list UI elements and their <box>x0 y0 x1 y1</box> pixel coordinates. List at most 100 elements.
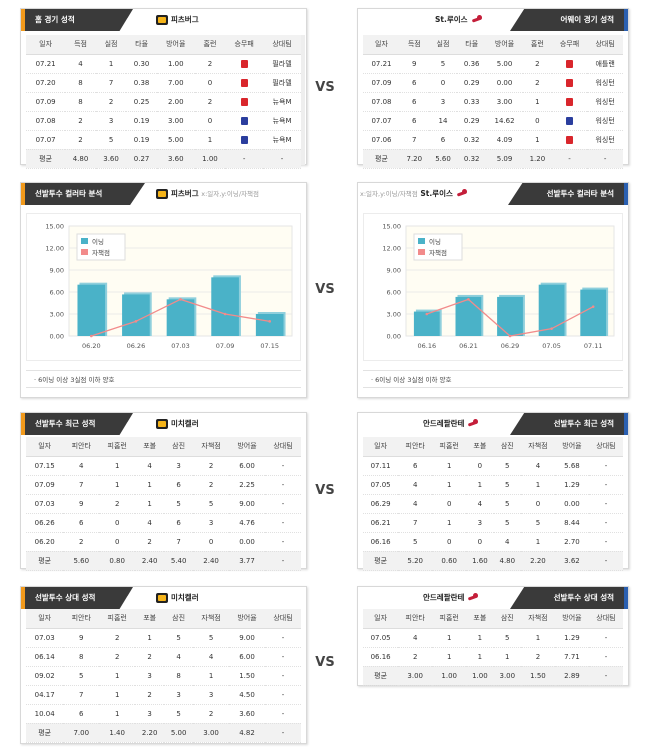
table-cell: 1.00 <box>156 54 195 74</box>
table-cell: 06.16 <box>363 647 399 667</box>
average-cell: 4.82 <box>229 723 265 743</box>
table-cell: - <box>588 647 623 667</box>
table-cell: 0.00 <box>554 494 589 514</box>
table-row: 04.17 7 1 2 3 3 4.50- <box>26 685 301 705</box>
table-cell: 뉴욕M <box>263 111 301 131</box>
table-cell: 1.50 <box>229 666 265 686</box>
line-point <box>467 298 470 301</box>
table-cell: 1 <box>493 647 521 667</box>
table-cell: - <box>588 513 623 533</box>
column-header: 피안타 <box>398 609 433 629</box>
right-vs-pitcher-panel: 안드레팔란테 선발투수 상대 성적 일자 피안타 피홈런 포볼 삼진 자책점 방어율 상대팀 0… <box>357 586 629 686</box>
average-row: 평균 4.80 3.60 0.27 3.60 1.00- - <box>26 149 301 169</box>
average-cell: 1.60 <box>466 551 494 571</box>
legend-swatch <box>418 249 425 255</box>
legend-swatch <box>81 238 88 244</box>
average-cell: - <box>588 666 623 686</box>
table-cell: 7 <box>63 685 100 705</box>
left-chart-team-label: 피츠버그 <box>171 189 199 198</box>
table-cell: 14 <box>428 111 458 131</box>
right-recent-pitcher-name: 안드레팔란테 <box>423 419 465 428</box>
left-vs-team: 미치켈러 <box>156 587 199 609</box>
table-cell: 1 <box>466 647 494 667</box>
average-cell: 7.20 <box>399 149 429 169</box>
table-row: 07.09 7 1 1 6 2 2.25- <box>26 475 301 495</box>
table-cell: 0 <box>99 532 136 552</box>
table-cell: 2 <box>99 647 136 667</box>
table-cell: 2 <box>194 54 226 74</box>
average-cell: 0.27 <box>126 149 157 169</box>
table-cell: 0.00 <box>229 532 265 552</box>
average-cell: 1.50 <box>520 666 555 686</box>
table-cell: 06.20 <box>26 532 64 552</box>
right-vs-table: 일자 피안타 피홈런 포볼 삼진 자책점 방어율 상대팀 07.05 4 1 1 5 1 1.29-06.1… <box>363 609 623 686</box>
table-cell: 0 <box>99 513 136 533</box>
home-team-label: 피츠버그 <box>171 15 199 24</box>
table-cell: 4 <box>63 456 100 476</box>
column-header: 자책점 <box>193 609 230 629</box>
average-cell: 1.20 <box>523 149 552 169</box>
table-cell: 3.60 <box>229 704 265 724</box>
average-cell: - <box>551 149 588 169</box>
right-chart-title: 선발투수 컬러타 분석 <box>508 183 628 205</box>
column-header: 포볼 <box>466 609 494 629</box>
table-cell: 7.00 <box>156 73 195 93</box>
y-tick-label: 9.00 <box>50 267 64 275</box>
away-record-table: 일자 득점 실점 타율 방어율 홈런 승무패 상대팀 07.21 9 5 0.36 5.00 2 애틀랜 07… <box>363 35 623 169</box>
column-header: 피안타 <box>398 437 433 457</box>
home-record-title: 홈 경기 성적 <box>21 9 133 31</box>
scrollbar[interactable] <box>301 35 305 165</box>
column-header: 피안타 <box>63 609 100 629</box>
table-cell: - <box>264 456 301 476</box>
table-cell: 7 <box>63 475 100 495</box>
x-tick-label: 06.26 <box>127 342 146 350</box>
table-cell: 0 <box>432 494 467 514</box>
table-cell: 5 <box>193 628 230 648</box>
legend-label: 이닝 <box>429 237 441 246</box>
table-cell: 4 <box>493 532 521 552</box>
table-cell: 뉴욕M <box>263 92 301 112</box>
table-cell: 1 <box>432 475 467 495</box>
table-cell: 0.25 <box>126 92 157 112</box>
legend-label: 자책점 <box>92 248 110 257</box>
column-header: 승무패 <box>551 35 588 55</box>
table-row: 06.29 4 0 4 5 0 0.00- <box>363 494 623 514</box>
average-cell: 4.80 <box>493 551 521 571</box>
legend-label: 자책점 <box>429 248 447 257</box>
x-tick-label: 07.03 <box>171 342 190 350</box>
table-cell: 8.44 <box>554 513 589 533</box>
table-cell: 1.29 <box>554 628 589 648</box>
right-pitcher-chart: 15.00 12.00 9.00 6.00 3.00 0.00 06.16 06.21 06.2… <box>382 223 615 350</box>
table-cell: 07.05 <box>363 628 399 648</box>
table-cell: 1 <box>99 456 136 476</box>
left-vs-pitcher-panel: 선발투수 상대 성적 미치켈러 일자 피안타 피홈런 포볼 삼진 자책점 방어율 상대팀 07.… <box>20 586 307 744</box>
table-cell: 07.05 <box>363 475 399 495</box>
table-cell: - <box>264 475 301 495</box>
table-cell: 필라델 <box>263 73 301 93</box>
column-header: 방어율 <box>229 437 265 457</box>
table-cell: 2 <box>65 111 96 131</box>
left-pitcher-chart-panel: 선발투수 컬러타 분석 피츠버그 x:일자,y:이닝/자책점 15.00 12.0… <box>20 182 307 398</box>
table-cell: 6 <box>63 704 100 724</box>
y-tick-label: 12.00 <box>45 245 64 253</box>
win-icon <box>240 97 248 106</box>
column-header: 자책점 <box>520 609 555 629</box>
table-cell: 3.00 <box>156 111 195 131</box>
table-cell: 1 <box>432 456 467 476</box>
column-header: 일자 <box>26 35 66 55</box>
away-team-label: St.루이스 <box>435 15 468 24</box>
win-icon <box>566 135 574 144</box>
home-record-panel: 홈 경기 성적 피츠버그 일자 득점 실점 타율 방어율 홈런 승무패 상대팀 07.21 4 1 0… <box>20 8 307 169</box>
table-cell: 7 <box>398 513 433 533</box>
average-cell: 7.00 <box>63 723 100 743</box>
right-chart-team: x:일자,y:이닝/자책점 St.루이스 <box>360 183 468 205</box>
average-cell: - <box>587 149 623 169</box>
column-header: 자책점 <box>193 437 230 457</box>
table-cell: - <box>264 628 301 648</box>
away-team-name: St.루이스 <box>435 9 483 31</box>
table-cell: 5.00 <box>156 130 195 150</box>
column-header: 삼진 <box>493 437 521 457</box>
table-row: 06.26 6 0 4 6 3 4.76- <box>26 513 301 533</box>
table-cell: 0 <box>193 532 230 552</box>
column-header: 상대팀 <box>588 437 623 457</box>
